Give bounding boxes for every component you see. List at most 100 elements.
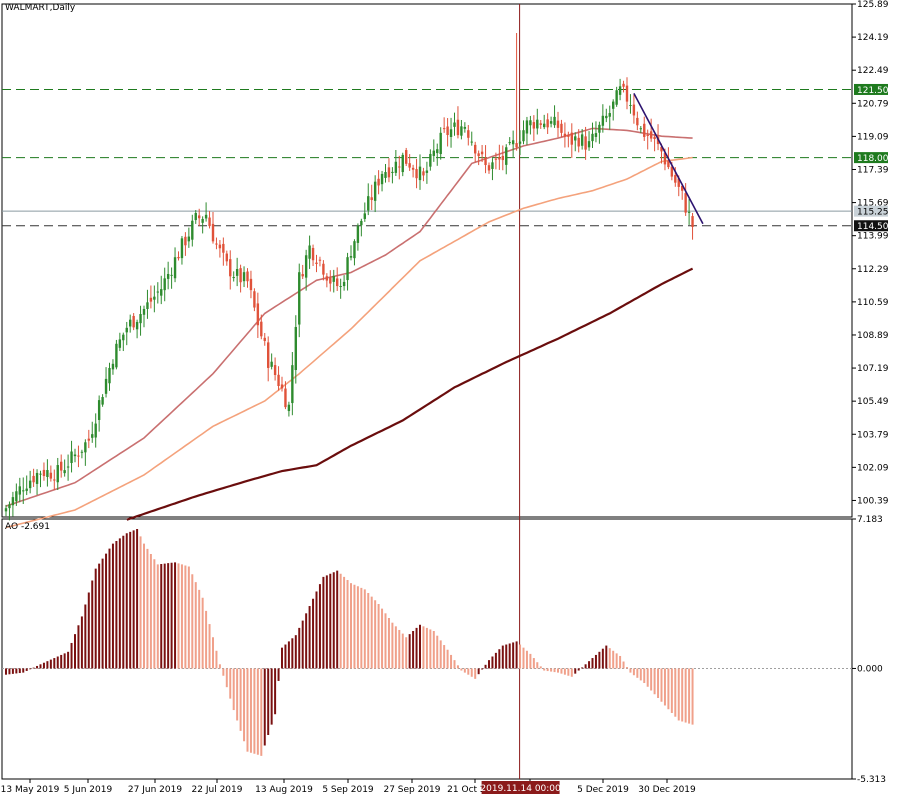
candle-body: [70, 451, 73, 464]
candle-body: [91, 434, 94, 438]
candle-body: [218, 244, 222, 249]
candle-body: [425, 170, 429, 173]
candle-body: [598, 124, 601, 133]
candle-body: [211, 223, 215, 242]
candle-body: [391, 171, 394, 173]
candle-body: [32, 475, 35, 483]
candle-body: [646, 134, 649, 136]
candle-body: [94, 423, 97, 438]
candle-body: [546, 119, 549, 128]
candle-body: [273, 365, 277, 376]
candle-body: [177, 256, 180, 259]
candle-body: [332, 276, 335, 282]
price-label-text: 114.50: [857, 222, 889, 232]
candle-body: [135, 321, 139, 330]
time-axis-label: 21 Oct 2019: [447, 785, 503, 795]
price-label-text: 115.25: [857, 208, 889, 218]
candle-body: [291, 365, 294, 404]
candle-body: [115, 343, 118, 368]
candle-body: [87, 438, 90, 441]
candle-body: [622, 83, 625, 87]
price-axis-label: 120.79: [857, 99, 889, 109]
price-axis-label: 105.49: [857, 397, 889, 407]
candle-body: [543, 123, 546, 128]
candle-body: [142, 308, 146, 315]
candle-body: [229, 259, 232, 277]
candle-body: [636, 117, 639, 126]
candle-body: [373, 181, 377, 201]
candle-body: [422, 171, 425, 176]
time-axis-label: 5 Jun 2019: [64, 785, 113, 795]
candle-body: [39, 473, 42, 475]
candle-body: [301, 274, 304, 277]
candle-body: [525, 120, 529, 134]
candle-body: [42, 469, 46, 477]
trendline: [633, 92, 704, 225]
candle-body: [436, 149, 439, 154]
candle-body: [446, 126, 449, 136]
candle-body: [166, 273, 170, 279]
candle-body: [574, 136, 577, 141]
ao-axis-label: 7.183: [857, 515, 883, 525]
candle-body: [129, 319, 132, 327]
candle-body: [511, 140, 515, 145]
candle-body: [549, 121, 553, 124]
candle-body: [608, 113, 611, 117]
candle-body: [270, 361, 273, 367]
candle-body: [456, 119, 460, 136]
candle-body: [260, 321, 263, 337]
price-axis-label: 103.79: [857, 430, 889, 440]
candle-body: [681, 185, 684, 191]
candle-body: [484, 157, 487, 166]
candle-body: [677, 178, 680, 187]
candle-body: [587, 141, 591, 148]
price-axis-label: 125.89: [857, 0, 889, 10]
ao-axis-label: -5.313: [857, 775, 886, 785]
candle-body: [394, 161, 398, 173]
candle-body: [570, 132, 573, 145]
candle-body: [491, 162, 494, 169]
candle-body: [411, 167, 415, 170]
candle-body: [132, 315, 135, 328]
candle-body: [380, 173, 384, 185]
candle-body: [108, 367, 111, 384]
candle-body: [663, 152, 667, 165]
candle-body: [377, 178, 380, 186]
candle-body: [22, 490, 25, 492]
candle-body: [560, 123, 563, 133]
chart-title: WALMART,Daily: [5, 3, 76, 13]
candle-body: [363, 213, 366, 219]
candle-body: [63, 470, 66, 474]
candle-body: [149, 297, 153, 302]
candle-body: [384, 172, 387, 178]
candle-body: [163, 278, 166, 291]
candle-body: [453, 122, 456, 127]
price-axis-label: 124.19: [857, 33, 889, 43]
candle-body: [684, 193, 687, 213]
candle-body: [187, 236, 191, 242]
candle-body: [463, 126, 467, 129]
candle-body: [66, 466, 70, 468]
candle-body: [615, 90, 618, 105]
price-axis-label: 113.99: [857, 232, 889, 242]
candle-body: [201, 218, 204, 223]
price-axis-label: 100.39: [857, 496, 889, 506]
candle-body: [398, 166, 401, 168]
candle-body: [60, 461, 63, 471]
candle-body: [111, 363, 115, 370]
price-axis-label: 122.49: [857, 66, 889, 76]
candle-body: [553, 116, 556, 126]
time-axis-label: 5 Sep 2019: [322, 785, 374, 795]
moving-average-line: [126, 267, 694, 521]
candle-body: [387, 167, 391, 178]
candle-body: [470, 141, 473, 143]
candle-body: [239, 268, 242, 283]
price-label-box: [854, 205, 888, 217]
candle-body: [139, 314, 142, 324]
price-label-text: 118.00: [857, 154, 889, 164]
candle-body: [104, 378, 108, 394]
candle-body: [691, 216, 694, 227]
candle-body: [73, 454, 77, 457]
